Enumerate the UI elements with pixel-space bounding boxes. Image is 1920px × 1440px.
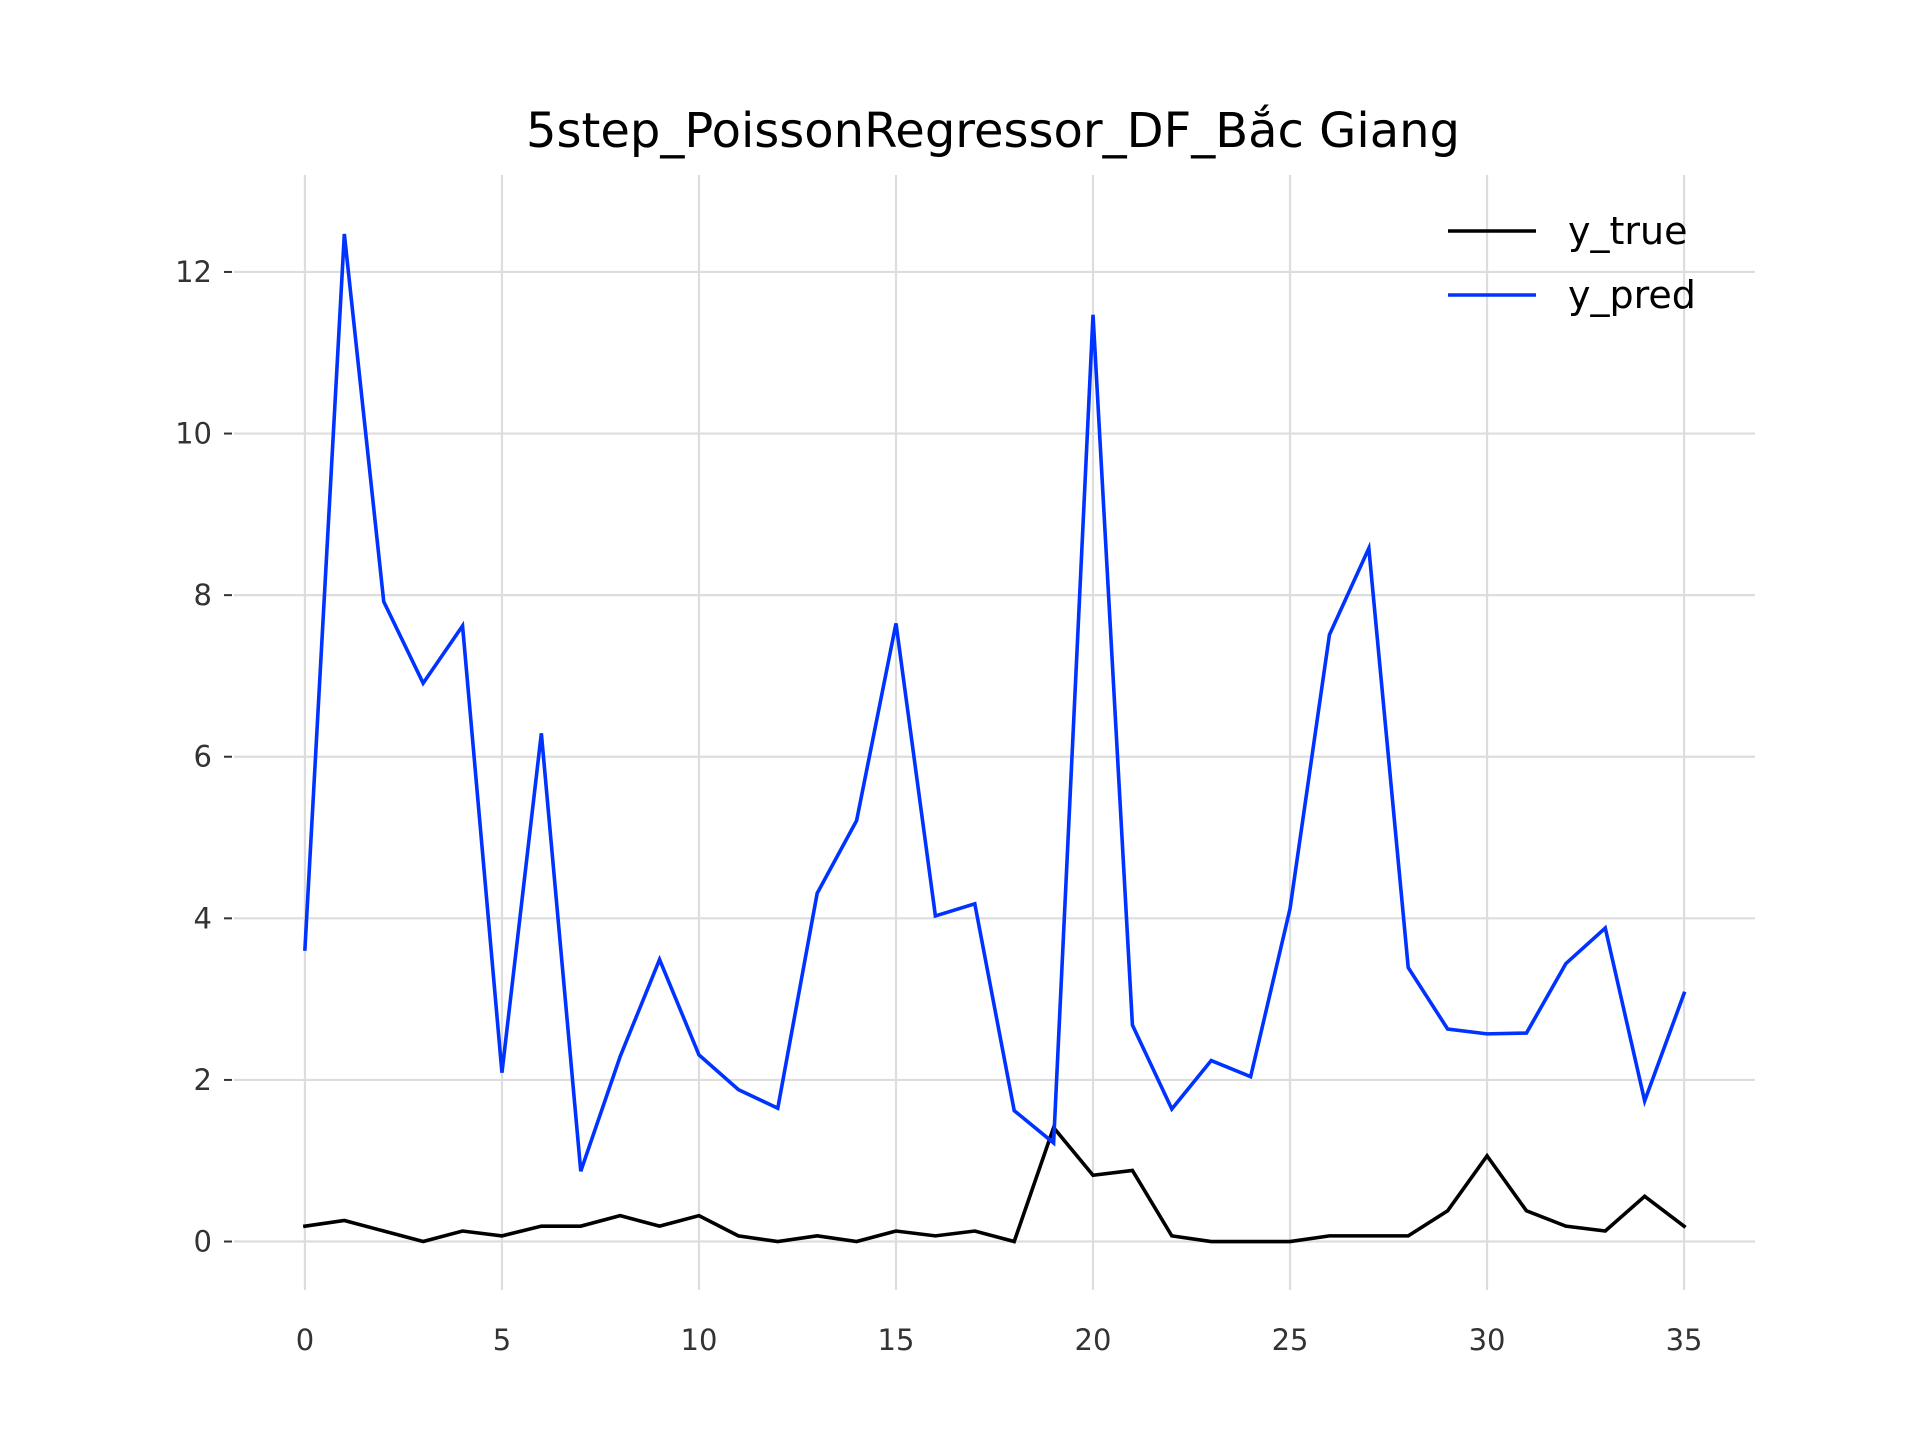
series-line-y-true [302,1123,1687,1244]
series-layer [302,233,1687,1244]
y-tick-label: 4 [194,901,212,935]
chart-title: 5step_PoissonRegressor_DF_Bắc Giang [526,103,1460,159]
y-tick-label: 8 [194,578,212,612]
x-tick-label: 10 [681,1323,718,1357]
y-tick-label: 0 [194,1225,212,1259]
x-grid [303,175,1686,1290]
legend: y_true y_pred [1448,209,1696,317]
x-axis-ticks: 0 5 10 15 20 25 30 35 [296,1323,1703,1357]
x-tick-label: 35 [1666,1323,1703,1357]
x-tick-label: 20 [1075,1323,1112,1357]
x-tick-label: 15 [878,1323,915,1357]
x-tick-label: 30 [1469,1323,1506,1357]
y-tick-label: 2 [194,1063,212,1097]
series-line-y-pred [303,233,1687,1172]
y-tick-label: 10 [175,417,212,451]
legend-label-y-true: y_true [1568,209,1687,253]
x-tick-label: 5 [493,1323,511,1357]
y-axis-ticks: 0 2 4 6 8 10 12 [175,255,232,1259]
y-tick-label: 12 [175,255,212,289]
x-tick-label: 0 [296,1323,314,1357]
x-tick-label: 25 [1272,1323,1309,1357]
y-tick-label: 6 [194,740,212,774]
legend-label-y-pred: y_pred [1568,273,1696,317]
